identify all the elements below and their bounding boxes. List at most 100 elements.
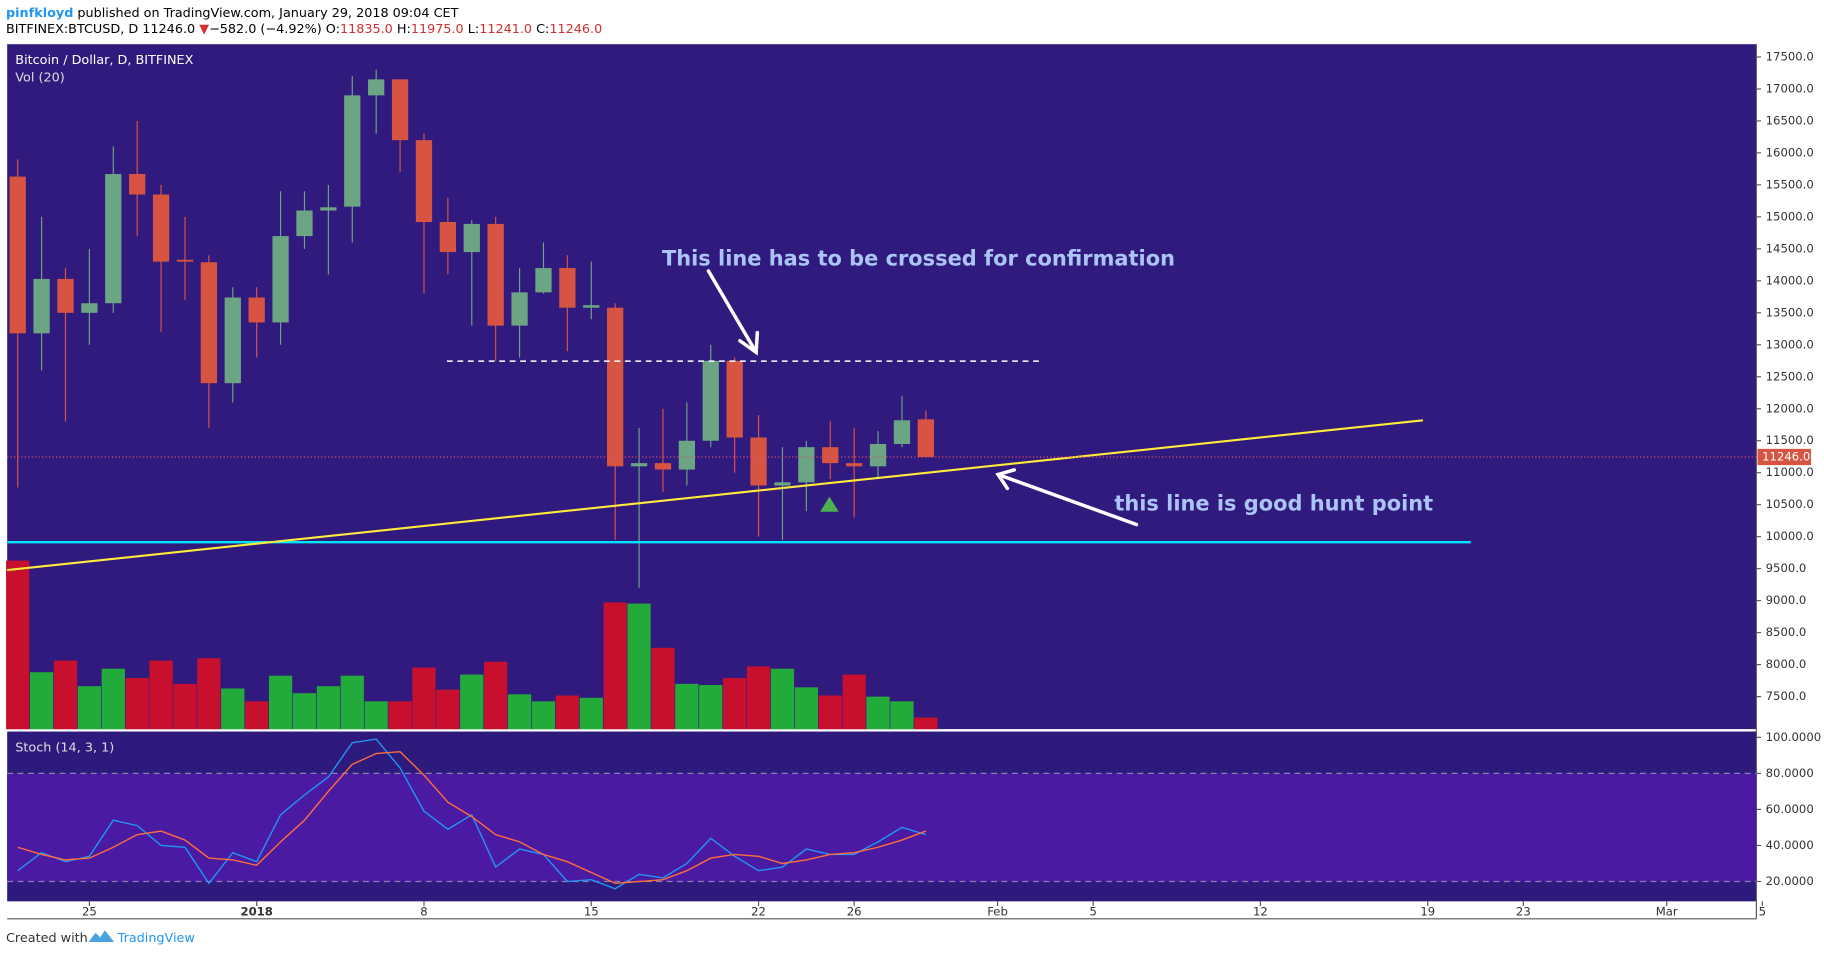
- y-tick-label: 17500.0: [1766, 49, 1814, 63]
- volume-bar: [412, 667, 436, 730]
- arrow-head: [995, 468, 1017, 491]
- candle-body: [320, 207, 337, 211]
- volume-bar: [292, 693, 317, 730]
- volume-bar: [460, 674, 484, 730]
- close-label: C:: [536, 22, 549, 37]
- y-tick-label: 16500.0: [1766, 113, 1814, 127]
- candle-body: [893, 420, 911, 444]
- change: −582.0 (−4.92%): [209, 22, 322, 37]
- volume-bar: [101, 668, 125, 730]
- y-tick-label: 15000.0: [1766, 209, 1814, 223]
- x-tick-label: 5: [1089, 904, 1096, 918]
- trendline: [7, 419, 1424, 572]
- candle-body: [272, 236, 289, 323]
- stoch-tick-label: 20.0000: [1766, 874, 1814, 888]
- x-tick-label: 15: [584, 904, 599, 918]
- x-tick-label: 12: [1253, 904, 1268, 918]
- footer-created: Created with: [6, 931, 88, 946]
- footer-brand[interactable]: TradingView: [117, 931, 195, 946]
- published: published on TradingView.com, January 29…: [77, 5, 458, 20]
- candle-body: [129, 174, 146, 195]
- y-tick-label: 14500.0: [1766, 241, 1814, 255]
- y-tick-label: 16000.0: [1766, 145, 1814, 159]
- y-tick-label: 12000.0: [1766, 401, 1814, 415]
- volume-bar: [29, 672, 54, 730]
- candle-body: [57, 278, 74, 313]
- volume-bar: [388, 701, 412, 730]
- y-tick-label: 12500.0: [1766, 369, 1814, 383]
- volume-bar: [125, 678, 149, 730]
- volume-bar: [245, 701, 269, 730]
- volume-bar: [914, 717, 938, 730]
- low-label: L:: [468, 22, 479, 37]
- candle-body: [583, 305, 600, 308]
- x-tick-label: 23: [1516, 904, 1531, 918]
- annotation: This line has to be crossed for confirma…: [662, 246, 1175, 270]
- candle-body: [296, 210, 313, 237]
- annotation: this line is good hunt point: [1114, 492, 1433, 516]
- volume-bar: [149, 660, 173, 730]
- y-tick-label: 13500.0: [1766, 305, 1814, 319]
- y-tick-label: 13000.0: [1766, 337, 1814, 351]
- volume-bar: [890, 701, 914, 730]
- volume-bar: [484, 661, 508, 730]
- candle-body: [105, 174, 122, 304]
- y-tick-label: 15500.0: [1766, 177, 1814, 191]
- stoch-tick-label: 40.0000: [1766, 838, 1814, 852]
- candle-body: [200, 262, 218, 384]
- volume-bar: [723, 678, 747, 730]
- candle-body: [368, 79, 385, 96]
- stoch-tick-label: 60.0000: [1766, 802, 1814, 816]
- arrow-head: [738, 330, 760, 356]
- volume-bar: [579, 697, 603, 730]
- logo: [88, 930, 115, 943]
- chart-layer: 7500.0 8000.0 8500.0 9000.0 9500.0 10000.0 105…: [6, 49, 1821, 918]
- candle-body: [439, 222, 457, 253]
- y-tick-label: 10500.0: [1766, 497, 1814, 511]
- candle-body: [917, 419, 934, 457]
- candle-body: [487, 223, 504, 326]
- volume-bar: [866, 696, 890, 730]
- author[interactable]: pinfkloyd: [6, 5, 73, 20]
- close: 11246.0: [549, 22, 602, 37]
- volume-bar: [507, 694, 532, 730]
- arrow: [996, 472, 1139, 527]
- x-tick-label: 5: [1759, 904, 1766, 918]
- volume-bar: [651, 647, 675, 730]
- stoch-title: Stoch (14, 3, 1): [15, 740, 114, 755]
- direction: ▼: [199, 22, 209, 37]
- candle-body: [774, 482, 791, 486]
- volume-label: Vol (20): [15, 70, 64, 85]
- stoch-tick-label: 100.0000: [1766, 730, 1821, 744]
- candle-body: [654, 463, 672, 470]
- volume-bar: [268, 675, 293, 730]
- volume-bar: [364, 701, 388, 730]
- last-price-box: [1757, 448, 1812, 466]
- open-label: O:: [326, 22, 340, 37]
- candle-body: [869, 443, 887, 467]
- price-pane: [7, 44, 1757, 730]
- candle-body: [607, 307, 624, 467]
- arrow: [706, 269, 758, 355]
- x-tick-label: 2018: [241, 904, 273, 918]
- volume-bar: [77, 686, 102, 730]
- candle-body: [224, 297, 241, 384]
- y-tick-label: 7500.0: [1766, 689, 1807, 703]
- candle-body: [463, 223, 480, 253]
- y-tick-label: 8000.0: [1766, 657, 1807, 671]
- last-price-label: 11246.0: [1762, 449, 1810, 463]
- volume-bar: [173, 683, 197, 730]
- y-tick-label: 9000.0: [1766, 593, 1807, 607]
- x-tick-label: Mar: [1656, 904, 1678, 918]
- stoch-line: [17, 751, 927, 885]
- publish-line: pinfkloyd published on TradingView.com, …: [6, 5, 459, 20]
- candle-body: [559, 268, 576, 308]
- volume-bar: [746, 666, 771, 730]
- candle-body: [152, 194, 170, 262]
- x-tick-label: 8: [420, 904, 427, 918]
- price: 11246.0: [142, 22, 195, 37]
- volume-bar: [6, 560, 30, 730]
- candle-body: [415, 140, 433, 223]
- x-tick-label: Feb: [987, 904, 1008, 918]
